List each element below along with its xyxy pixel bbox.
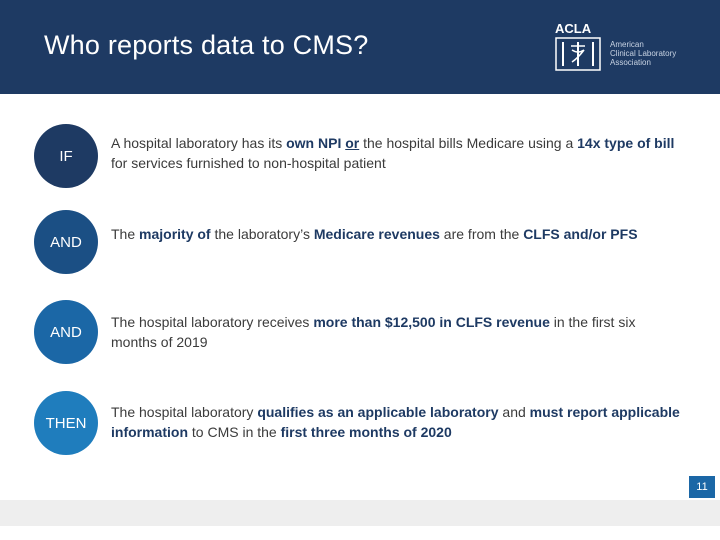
text-segment: more than $12,500 in CLFS revenue	[313, 314, 550, 330]
text-segment: the laboratory’s	[210, 226, 314, 242]
logo-acronym: ACLA	[555, 22, 592, 36]
logo-line-2: Clinical Laboratory	[610, 49, 677, 58]
text-segment: or	[345, 135, 360, 151]
footer-bar	[0, 500, 720, 526]
logo-line-1: American	[610, 40, 644, 49]
text-segment: The hospital laboratory receives	[111, 314, 314, 330]
conclusion-text: The hospital laboratory qualifies as an …	[111, 402, 681, 442]
text-segment: the hospital bills Medicare using a	[359, 135, 578, 151]
condition-text-1: A hospital laboratory has its own NPI or…	[111, 133, 681, 173]
logo-line-3: Association	[610, 58, 651, 67]
text-segment: and	[498, 404, 530, 420]
condition-badge-and-1: AND	[34, 210, 98, 274]
text-segment: A hospital laboratory has its	[111, 135, 287, 151]
condition-text-2: The majority of the laboratory’s Medicar…	[111, 224, 681, 244]
text-segment: The	[111, 226, 140, 242]
slide-title: Who reports data to CMS?	[44, 30, 369, 60]
text-segment: 14x type of bill	[577, 135, 675, 151]
text-segment: majority of	[139, 226, 211, 242]
text-segment: The hospital laboratory	[111, 404, 258, 420]
acla-emblem-icon: ACLA	[555, 21, 601, 71]
text-segment: Medicare revenues	[313, 226, 440, 242]
text-segment: must report applicable information	[111, 404, 680, 440]
logo-text: American Clinical Laboratory Association	[610, 40, 676, 67]
conclusion-badge-then: THEN	[34, 391, 98, 455]
acla-logo: ACLA American Clinical Laboratory Associ…	[553, 21, 693, 72]
text-segment: qualifies as an applicable laboratory	[257, 404, 499, 420]
condition-text-3: The hospital laboratory receives more th…	[111, 312, 681, 352]
text-segment: for services furnished to non-hospital p…	[111, 155, 386, 171]
text-segment: in the first six months of 2019	[111, 314, 636, 350]
text-segment: are from the	[439, 226, 524, 242]
condition-badge-and-2: AND	[34, 300, 98, 364]
condition-badge-if: IF	[34, 124, 98, 188]
header-bar: Who reports data to CMS? ACLA American C…	[0, 0, 720, 94]
text-segment: first three months of 2020	[280, 424, 452, 440]
text-segment: CLFS and/or PFS	[523, 226, 638, 242]
text-segment: to CMS in the	[188, 424, 281, 440]
page-number: 11	[689, 476, 715, 498]
text-segment: own NPI	[286, 135, 342, 151]
